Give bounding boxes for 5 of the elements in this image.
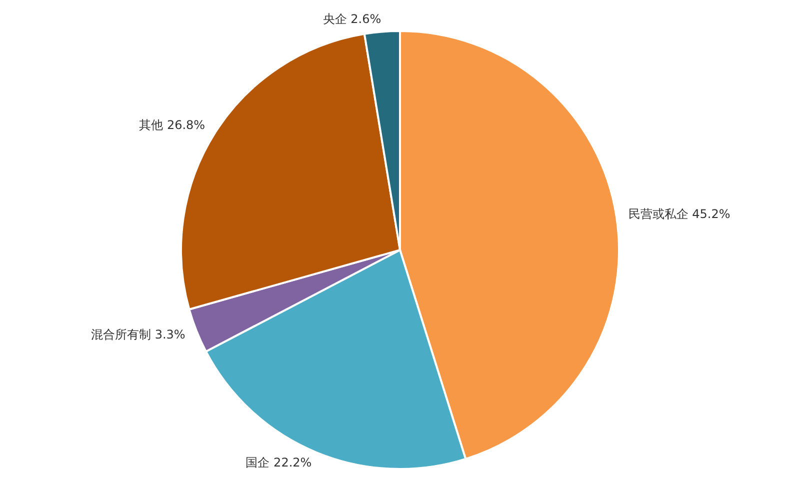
slice-label: 混合所有制 3.3% <box>91 327 186 342</box>
slice-label: 民营或私企 45.2% <box>628 207 730 222</box>
slice-label: 其他 26.8% <box>139 118 206 132</box>
slice-label: 央企 2.6% <box>322 12 382 26</box>
slice-label: 国企 22.2% <box>246 456 312 470</box>
